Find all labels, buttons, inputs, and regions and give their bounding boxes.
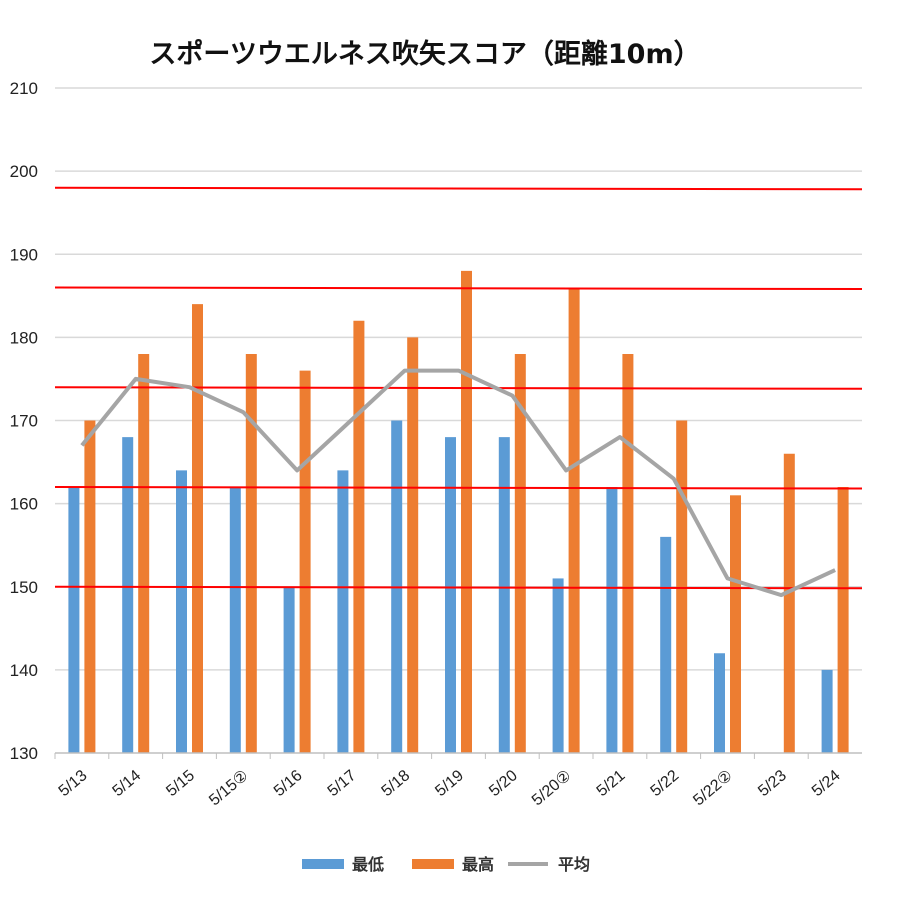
x-tick-label: 5/15 (163, 767, 198, 800)
bar-最低-5/22 (660, 536, 672, 753)
legend: 最低 最高 平均 (302, 855, 590, 874)
x-tick-label: 5/14 (109, 767, 144, 800)
y-tick-label: 180 (10, 328, 38, 347)
legend-swatch-最高 (412, 859, 454, 869)
series-line-平均 (80, 368, 836, 598)
y-tick-label: 210 (10, 79, 38, 98)
legend-swatch-最低 (302, 859, 344, 869)
x-tick-label: 5/24 (809, 767, 844, 800)
bar-最高-5/22 (676, 420, 688, 753)
reference-line (54, 386, 863, 390)
y-tick-label: 140 (10, 661, 38, 680)
x-tick-label: 5/16 (271, 767, 306, 800)
bar-最低-5/16 (283, 586, 295, 753)
average-line (80, 368, 836, 598)
bar-最高-5/17 (353, 320, 365, 753)
reference-lines (54, 186, 863, 590)
bar-最高-5/21 (622, 354, 634, 753)
bar-最高-5/20② (568, 287, 580, 753)
x-tick-label: 5/22② (690, 767, 736, 809)
x-tick-label: 5/15② (206, 767, 252, 809)
x-axis: 5/13 5/14 5/15 5/15② 5/16 5/17 5/18 5/19 5/20 5/2… (54, 753, 844, 809)
x-tick-label: 5/23 (755, 767, 790, 800)
x-tick-label: 5/20 (486, 767, 521, 800)
y-tick-label: 200 (10, 162, 38, 181)
bar-最高-5/23 (783, 453, 795, 753)
bar-最高-5/19 (461, 270, 472, 753)
legend-label-平均: 平均 (558, 855, 590, 874)
x-tick-label: 5/20② (529, 767, 575, 809)
reference-line (54, 186, 863, 191)
bar-最低-5/24 (821, 669, 833, 753)
y-tick-label: 170 (10, 412, 38, 431)
bar-最低-5/20 (498, 437, 510, 753)
bar-最低-5/21 (606, 487, 618, 753)
bar-最低-5/15 (176, 470, 187, 753)
y-tick-label: 150 (10, 578, 38, 597)
y-tick-label: 160 (10, 495, 38, 514)
y-axis: 130 140 150 160 170 180 190 200 210 (10, 79, 862, 763)
x-tick-label: 5/13 (56, 767, 91, 800)
bar-最低-5/14 (122, 437, 134, 753)
bar-最低-5/15② (229, 487, 241, 753)
bar-最高-5/22② (730, 495, 741, 753)
bar-最高-5/24 (837, 487, 849, 753)
legend-label-最高: 最高 (462, 855, 494, 874)
bar-最低-5/17 (337, 470, 349, 753)
legend-label-最低: 最低 (352, 855, 384, 874)
reference-line (54, 585, 863, 590)
bar-最高-5/20 (514, 354, 526, 753)
x-tick-label: 5/17 (325, 767, 360, 800)
bar-最低-5/20② (552, 578, 564, 753)
bar-最低-5/13 (68, 487, 80, 753)
bars (68, 270, 849, 753)
reference-line (54, 286, 863, 290)
reference-line (54, 486, 863, 490)
bar-最高-5/15 (192, 304, 203, 753)
y-tick-label: 190 (10, 245, 38, 264)
bar-最低-5/22② (714, 653, 725, 753)
x-tick-label: 5/22 (647, 767, 682, 800)
bar-最高-5/18 (407, 337, 419, 753)
chart-title: スポーツウエルネス吹矢スコア（距離10m） (149, 38, 700, 70)
y-tick-label: 130 (10, 744, 38, 763)
bar-最高-5/15② (245, 354, 257, 753)
bar-最高-5/16 (299, 370, 311, 753)
x-tick-label: 5/19 (432, 767, 467, 800)
x-tick-label: 5/21 (594, 767, 629, 800)
bar-最高-5/14 (138, 354, 150, 753)
bar-最低-5/19 (445, 437, 456, 753)
x-tick-label: 5/18 (378, 767, 413, 800)
